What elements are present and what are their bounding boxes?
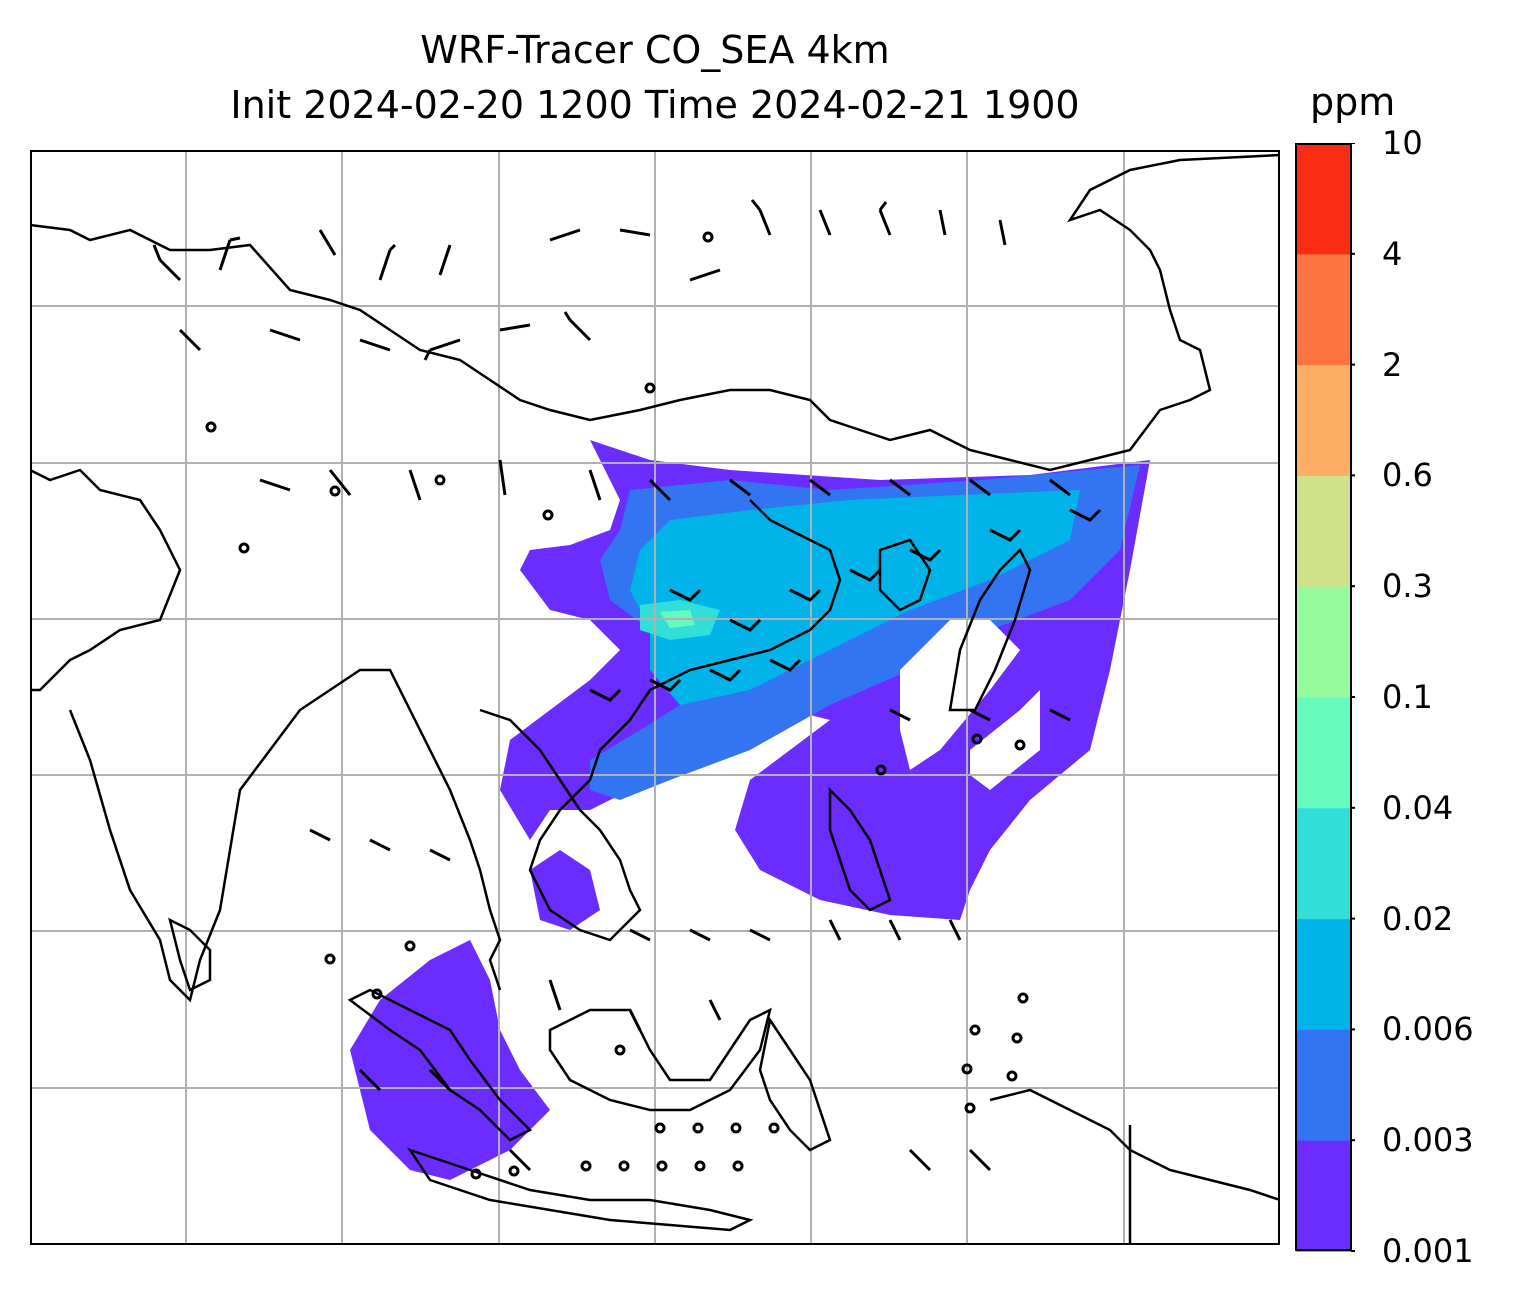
colorbar [1295,143,1355,1252]
colorbar-tick-label: 0.1 [1382,678,1433,716]
map-frame [30,150,1280,1245]
colorbar-tick-label: 0.001 [1382,1232,1474,1270]
map-panel [30,150,1280,1245]
colorbar-tick-label: 0.3 [1382,567,1433,606]
colorbar-tick-label: 0.003 [1382,1121,1474,1160]
co-tracer-plume [350,440,1150,1180]
colorbar-units: ppm [1310,80,1396,124]
colorbar-tick-label: 4 [1382,234,1403,273]
colorbar-band [1296,364,1351,476]
coastlines [30,153,1280,1245]
colorbar-tick-label: 0.04 [1382,788,1454,827]
graticule [30,150,1280,1245]
colorbar-band [1296,475,1351,587]
colorbar-band [1296,918,1351,1030]
colorbar-tick-label: 2 [1382,345,1403,384]
colorbar-band [1296,807,1351,920]
colorbar-band [1296,253,1351,366]
map-title-line1: WRF-Tracer CO_SEA 4km [420,28,890,72]
colorbar-band [1296,697,1351,809]
wind-barbs [152,199,1102,1172]
colorbar-tick-label: 0.6 [1382,456,1433,495]
colorbar-band [1296,1029,1351,1141]
colorbar-tick-label: 0.02 [1382,899,1454,938]
colorbar-band [1296,143,1351,255]
colorbar-tick-label: 10 [1382,124,1423,162]
colorbar-tick-label: 0.006 [1382,1010,1474,1049]
colorbar-band [1296,586,1351,698]
calm-wind-circles [205,231,1029,1180]
colorbar-band [1296,1140,1351,1252]
map-title-line2: Init 2024-02-20 1200 Time 2024-02-21 190… [230,83,1080,127]
